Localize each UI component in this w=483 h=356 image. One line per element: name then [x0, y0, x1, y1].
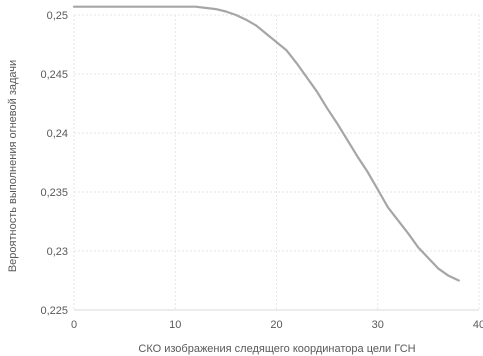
y-axis-title: Вероятность выполнения огневой задачи: [7, 60, 19, 272]
y-tick-label: 0,25: [47, 10, 68, 22]
y-tick-label: 0,225: [40, 305, 68, 317]
y-tick-label: 0,235: [40, 187, 68, 199]
x-axis-title: СКО изображения следящего координатора ц…: [138, 343, 415, 355]
y-tick-label: 0,23: [47, 246, 68, 258]
series-line: [72, 5, 460, 282]
tick-labels: 0,225 0,23 0,235 0,24 0,245 0,25 0 10 20 30 40: [40, 10, 483, 331]
x-tick-label: 40: [473, 319, 483, 331]
x-tick-label: 20: [270, 319, 282, 331]
x-tick-label: 0: [71, 319, 77, 331]
y-tick-label: 0,24: [47, 128, 68, 140]
grid: [73, 14, 480, 311]
series: [72, 5, 460, 282]
x-tick-label: 30: [372, 319, 384, 331]
y-tick-label: 0,245: [40, 69, 68, 81]
x-tick-label: 10: [169, 319, 181, 331]
